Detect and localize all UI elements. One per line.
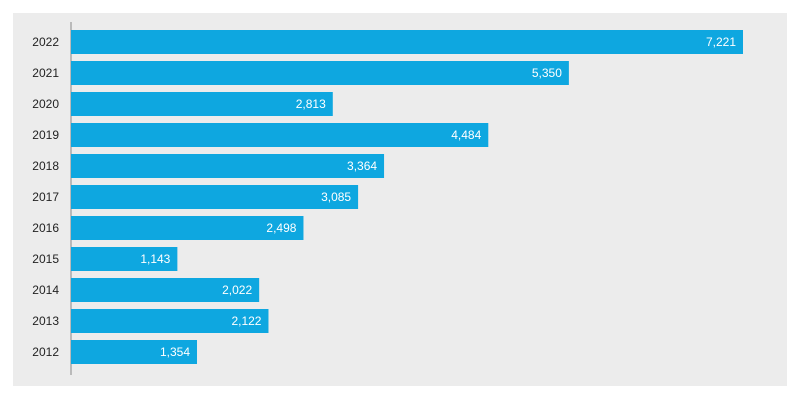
- category-label-2014: 2014: [32, 283, 59, 297]
- category-label-2016: 2016: [32, 221, 59, 235]
- value-label-2021: 5,350: [532, 66, 562, 80]
- value-label-2012: 1,354: [160, 345, 190, 359]
- value-label-2020: 2,813: [296, 97, 326, 111]
- value-labels-group: 7,221 5,350 2,813 4,484 3,364 3,085 2,498 1,143…: [140, 35, 736, 359]
- value-label-2019: 4,484: [451, 128, 481, 142]
- value-label-2017: 3,085: [321, 190, 351, 204]
- bar-2022: [71, 30, 743, 54]
- category-label-2021: 2021: [32, 66, 59, 80]
- value-label-2014: 2,022: [222, 283, 252, 297]
- bar-2013: [71, 309, 269, 333]
- category-label-2020: 2020: [32, 97, 59, 111]
- bar-chart: 2022 2021 2020 2019 2018 2017 2016 2015 2014 2013…: [32, 22, 743, 375]
- bar-2017: [71, 185, 359, 209]
- category-label-2017: 2017: [32, 190, 59, 204]
- category-label-2018: 2018: [32, 159, 59, 173]
- category-label-2012: 2012: [32, 345, 59, 359]
- bar-2021: [71, 61, 569, 85]
- value-label-2015: 1,143: [140, 252, 170, 266]
- value-label-2022: 7,221: [706, 35, 736, 49]
- bar-2012: [71, 340, 198, 364]
- bar-2019: [71, 123, 489, 147]
- value-label-2016: 2,498: [266, 221, 296, 235]
- chart-panel: 2022 2021 2020 2019 2018 2017 2016 2015 2014 2013…: [13, 13, 787, 386]
- category-label-2022: 2022: [32, 35, 59, 49]
- category-label-2013: 2013: [32, 314, 59, 328]
- bar-2020: [71, 92, 333, 116]
- category-label-2019: 2019: [32, 128, 59, 142]
- bar-2015: [71, 247, 178, 271]
- bar-2018: [71, 154, 385, 178]
- value-label-2018: 3,364: [347, 159, 377, 173]
- category-labels-group: 2022 2021 2020 2019 2018 2017 2016 2015 2014 2013…: [32, 35, 59, 359]
- category-label-2015: 2015: [32, 252, 59, 266]
- bars-group: [71, 30, 743, 364]
- bar-2014: [71, 278, 260, 302]
- value-label-2013: 2,122: [231, 314, 261, 328]
- bar-2016: [71, 216, 304, 240]
